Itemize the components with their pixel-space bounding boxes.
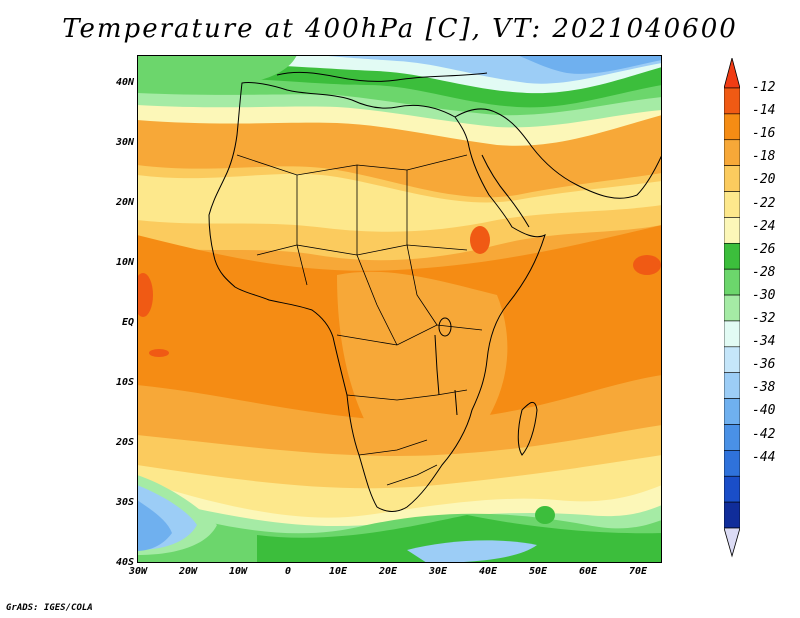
colorbar-label: -36 [752, 357, 776, 373]
arabia-coastline [454, 108, 662, 199]
colorbar-label: -32 [752, 311, 776, 326]
lat-label-10n: 10N [115, 257, 134, 268]
colorbar-band [724, 139, 740, 166]
central-africa-lighter [337, 271, 508, 448]
colorbar-band [724, 424, 740, 451]
temperature-map [137, 55, 662, 563]
lat-label-40s: 40S [115, 557, 134, 568]
sahara-pale-band [137, 173, 662, 232]
lon-label-20e: 20E [378, 566, 398, 577]
mediterranean-coastline [276, 71, 488, 82]
colorbar-band [724, 501, 740, 529]
lon-label-60e: 60E [578, 566, 598, 577]
colorbar-label: -28 [752, 264, 776, 280]
coastlines [208, 71, 662, 512]
lon-label-30e: 30E [428, 566, 448, 577]
lon-label-10e: 10E [328, 566, 348, 577]
colorbar-label: -22 [752, 195, 776, 211]
map-title: Temperature at 400hPa [C], VT: 202104060… [62, 14, 738, 44]
atlantic-hotspot [137, 273, 153, 317]
lat-label-10s: 10S [115, 377, 134, 388]
colorbar-label: -34 [752, 334, 776, 350]
south-blue-patch [407, 540, 537, 563]
colorbar-band [724, 450, 740, 477]
footer-credit: GrADS: IGES/COLA [6, 603, 93, 613]
lon-label-0: 0 [284, 566, 292, 577]
colorbar-label: -18 [752, 149, 776, 165]
lon-label-50e: 50E [528, 566, 548, 577]
colorbar-band [724, 372, 740, 399]
colorbar [724, 58, 740, 558]
colorbar-bands [724, 87, 740, 529]
lat-label-eq: EQ [121, 317, 134, 328]
colorbar-band [724, 217, 740, 244]
colorbar-label: -44 [752, 449, 776, 465]
lat-label-30n: 30N [115, 137, 134, 148]
colorbar-label: -30 [752, 287, 776, 303]
lat-label-30s: 30S [115, 497, 134, 508]
south-dark-green [257, 515, 662, 563]
colorbar-band [724, 165, 740, 192]
lat-label-40n: 40N [115, 77, 134, 88]
lake-malawi [454, 389, 458, 416]
colorbar-band [724, 346, 740, 374]
colorbar-band [724, 294, 740, 322]
lon-label-30w: 30W [128, 566, 148, 577]
mascarene-green [535, 506, 555, 524]
colorbar-band [724, 113, 740, 141]
colorbar-label: -40 [752, 403, 776, 419]
colorbar-label: -26 [752, 241, 776, 257]
colorbar-band [724, 398, 740, 425]
colorbar-top-arrow [724, 58, 740, 89]
colorbar-band [724, 268, 740, 296]
colorbar-label: -14 [752, 103, 776, 119]
colorbar-label: -42 [752, 426, 776, 442]
lat-label-20n: 20N [115, 197, 134, 208]
sw-blue-dark [137, 500, 172, 551]
colorbar-band [724, 320, 740, 348]
north-band-blue-dark [517, 55, 662, 74]
colorbar-label: -24 [752, 218, 776, 234]
colorbar-bottom-arrow [724, 527, 740, 558]
lake-victoria [438, 317, 452, 337]
colorbar-band [724, 87, 740, 115]
lat-label-20s: 20S [115, 437, 134, 448]
colorbar-label: -16 [752, 126, 776, 142]
lon-label-40e: 40E [478, 566, 498, 577]
madagascar-coastline [517, 401, 538, 456]
gulf-hotspot [149, 349, 169, 357]
colorbar-band [724, 242, 740, 270]
lake-tanganyika [434, 334, 440, 396]
map-frame [137, 55, 662, 563]
red-sea-coastline [481, 154, 530, 228]
nw-green-patch [137, 55, 297, 85]
colorbar-label: -12 [752, 80, 776, 95]
ethiopia-hotspot [470, 226, 490, 254]
arabian-sea-hotspot [633, 255, 661, 275]
colorbar-band [724, 191, 740, 218]
lon-label-10w: 10W [228, 566, 248, 577]
colorbar-band [724, 475, 740, 503]
lon-label-70e: 70E [628, 566, 648, 577]
colorbar-label: -38 [752, 380, 776, 396]
lakes [434, 317, 458, 416]
colorbar-label: -20 [752, 172, 776, 188]
lon-label-20w: 20W [178, 566, 198, 577]
country-borders [236, 154, 483, 486]
